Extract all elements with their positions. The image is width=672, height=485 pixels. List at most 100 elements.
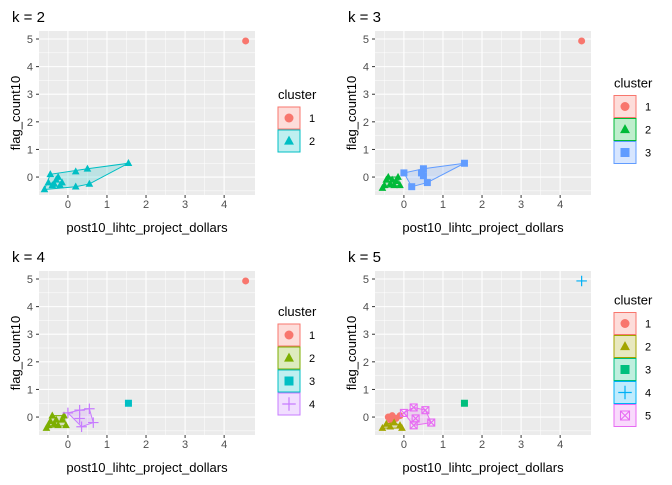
x-tick-label: 4 (557, 199, 563, 211)
y-tick-label: 4 (27, 302, 33, 314)
cluster-3-group (460, 399, 468, 407)
cluster-2-group (378, 172, 404, 191)
cluster-2-group (40, 159, 133, 193)
legend-title: cluster (278, 87, 317, 102)
data-point (419, 165, 427, 173)
data-point (421, 406, 430, 415)
legend-plus-icon (282, 397, 296, 411)
legend-square-icon (620, 148, 630, 157)
y-axis-label: flag_count10 (8, 76, 23, 150)
chart-svg: k = 2 0 1 2 3 4 0 1 2 3 4 5 post10_lihtc_project_dol… (8, 9, 317, 235)
x-tick-label: 3 (182, 439, 188, 451)
data-point (576, 275, 587, 287)
y-tick-label: 0 (363, 172, 369, 184)
legend-triangle-icon (620, 124, 630, 134)
legend-label: 1 (309, 113, 315, 125)
data-point (76, 421, 87, 432)
y-tick-label: 4 (27, 62, 33, 74)
y-axis-label: flag_count10 (344, 316, 359, 390)
panel-k5: k = 5 0 1 2 3 4 0 1 2 3 4 5 post10_lihtc_project_dol… (336, 240, 672, 480)
legend-label: 3 (309, 376, 315, 388)
x-tick-label: 2 (479, 199, 485, 211)
data-point (400, 169, 408, 177)
data-point (386, 416, 394, 424)
data-point (88, 417, 99, 428)
y-tick-label: 4 (363, 302, 369, 314)
y-tick-label: 2 (27, 117, 33, 129)
data-point (71, 182, 80, 190)
x-tick-label: 4 (221, 199, 227, 211)
legend-label: 2 (645, 342, 651, 354)
x-tick-label: 1 (104, 199, 110, 211)
data-point (54, 421, 62, 429)
cluster-4-group (62, 403, 99, 432)
data-point (398, 423, 406, 431)
x-axis-label: post10_lihtc_project_dollars (402, 220, 564, 235)
chart-svg: k = 5 0 1 2 3 4 0 1 2 3 4 5 post10_lihtc_project_dol… (344, 249, 653, 475)
y-tick-label: 5 (363, 274, 369, 286)
x-tick-label: 0 (401, 439, 407, 451)
data-point (390, 418, 398, 426)
x-axis-label: post10_lihtc_project_dollars (66, 220, 228, 235)
legend-label: 5 (645, 411, 651, 423)
x-tick-label: 0 (65, 439, 71, 451)
data-point (40, 185, 49, 193)
legend-title: cluster (614, 76, 653, 91)
y-tick-label: 0 (363, 412, 369, 424)
data-point (460, 159, 468, 167)
data-point (242, 277, 250, 285)
legend-label: 1 (645, 102, 651, 114)
y-axis-label: flag_count10 (8, 316, 23, 390)
x-tick-label: 2 (479, 439, 485, 451)
cluster-1-group (242, 277, 250, 285)
y-tick-label: 3 (363, 89, 369, 101)
legend-triangle-icon (620, 341, 630, 351)
data-point (83, 164, 92, 172)
data-point (382, 419, 391, 427)
legend-label: 4 (309, 399, 315, 411)
data-point (396, 181, 404, 189)
x-tick-label: 4 (221, 439, 227, 451)
data-point (74, 413, 85, 424)
data-point (44, 178, 53, 186)
data-point (386, 422, 395, 430)
y-tick-label: 3 (363, 329, 369, 341)
data-point (52, 415, 61, 423)
data-point (460, 399, 468, 407)
cluster-2-group (42, 411, 70, 431)
legend-square-icon (284, 376, 294, 386)
y-tick-label: 5 (27, 274, 33, 286)
cluster-2-group (378, 418, 406, 431)
legend-label: 2 (309, 353, 315, 365)
data-point (578, 37, 586, 45)
chart-title: k = 5 (348, 249, 381, 266)
y-tick-label: 1 (27, 144, 33, 156)
x-tick-label: 1 (440, 199, 446, 211)
cluster-5-group (399, 403, 436, 430)
chart-title: k = 3 (348, 9, 381, 26)
data-point (58, 178, 66, 186)
y-tick-label: 0 (27, 412, 33, 424)
data-point (378, 423, 387, 431)
legend-title: cluster (614, 293, 653, 308)
data-point (242, 37, 250, 45)
x-tick-label: 2 (143, 439, 149, 451)
legend-circle-icon (284, 330, 294, 340)
y-tick-label: 3 (27, 329, 33, 341)
panel-k2: k = 2 0 1 2 3 4 0 1 2 3 4 5 post10_lihtc_project_dol… (0, 0, 336, 240)
data-point (124, 399, 132, 407)
data-point (390, 181, 398, 189)
x-tick-label: 1 (104, 439, 110, 451)
y-tick-label: 3 (27, 89, 33, 101)
data-point (408, 183, 416, 191)
data-point (85, 179, 94, 187)
data-point (417, 169, 425, 177)
data-point (48, 411, 57, 419)
data-point (411, 414, 420, 423)
y-tick-label: 2 (363, 357, 369, 369)
data-point (62, 407, 74, 419)
cluster-3-group (400, 159, 468, 191)
y-tick-label: 5 (363, 34, 369, 46)
data-point (124, 159, 133, 167)
data-point (50, 179, 59, 187)
